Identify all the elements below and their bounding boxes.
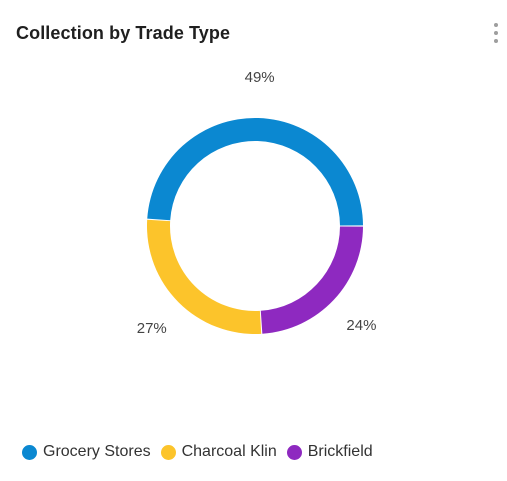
legend-color-dot [160, 444, 176, 460]
donut-slice-charcoal-klin[interactable] [146, 219, 262, 334]
slice-percent-label: 49% [245, 69, 275, 86]
donut-slice-grocery-stores[interactable] [147, 118, 363, 226]
legend-item-brickfield[interactable]: Brickfield [286, 443, 373, 461]
legend-item-grocery-stores[interactable]: Grocery Stores [22, 443, 151, 461]
slice-percent-label: 27% [137, 320, 167, 337]
legend-color-dot [22, 444, 37, 460]
vertical-dots-icon [494, 23, 498, 27]
donut-slice-brickfield[interactable] [260, 226, 363, 334]
legend-item-charcoal-klin[interactable]: Charcoal Klin [160, 443, 277, 461]
legend-label: Grocery Stores [43, 443, 151, 460]
legend-label: Charcoal Klin [181, 443, 277, 460]
legend-label: Brickfield [307, 443, 373, 460]
chart-title: Collection by Trade Type [16, 23, 231, 43]
donut-chart: 49% 24% 27% [137, 69, 377, 337]
chart-legend: Grocery Stores Charcoal Klin Brickfield [22, 443, 383, 461]
slice-percent-label: 24% [346, 317, 376, 334]
vertical-dots-icon-bottom [494, 39, 498, 43]
more-options-menu[interactable] [485, 20, 507, 46]
legend-color-dot [286, 444, 302, 460]
vertical-dots-icon-middle [494, 31, 498, 35]
